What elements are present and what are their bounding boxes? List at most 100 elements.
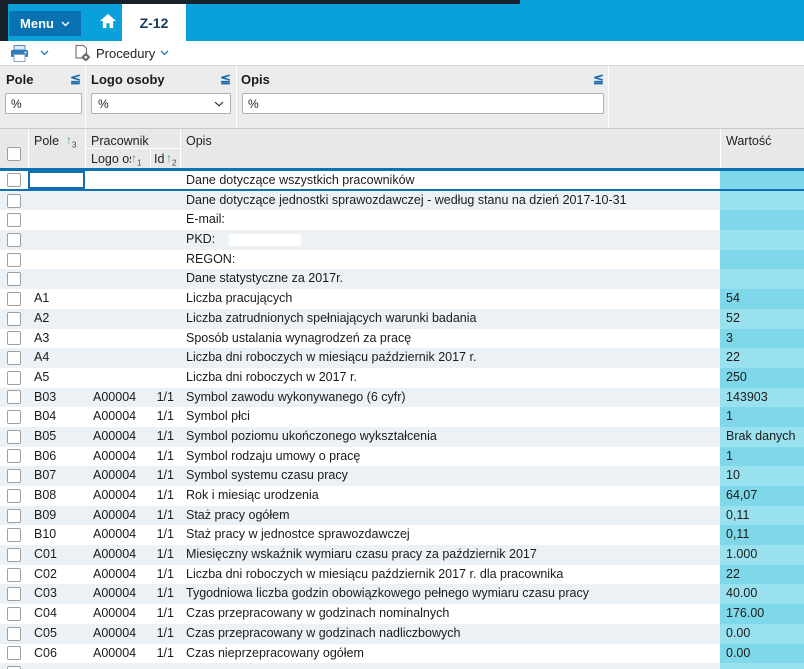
- cell-logo-osoby[interactable]: A00004: [93, 625, 137, 640]
- cell-id[interactable]: 1/1: [156, 606, 174, 621]
- table-row[interactable]: C04 A00004 1/1 Czas przepracowany w godzina…: [0, 604, 804, 624]
- row-checkbox[interactable]: [7, 232, 21, 247]
- cell-pole[interactable]: [28, 171, 85, 189]
- cell-opis[interactable]: Liczba dni roboczych w miesiącu paździer…: [186, 566, 564, 581]
- cell-opis[interactable]: Rok i miesiąc urodzenia: [186, 488, 319, 502]
- row-checkbox[interactable]: [7, 606, 21, 621]
- row-checkbox[interactable]: [7, 410, 21, 425]
- column-header-pole[interactable]: Pole: [34, 134, 60, 148]
- table-row[interactable]: C06 A00004 1/1 Czas nieprzepracowany ogółem…: [0, 643, 804, 664]
- row-checkbox[interactable]: [7, 390, 21, 405]
- cell-pole[interactable]: B07: [34, 468, 57, 483]
- cell-wartosc[interactable]: 22: [720, 348, 804, 368]
- column-header-id[interactable]: Id: [154, 152, 165, 166]
- cell-id[interactable]: 1/1: [156, 566, 174, 581]
- cell-id[interactable]: [150, 210, 180, 230]
- row-checkbox[interactable]: [7, 213, 21, 228]
- cell-id[interactable]: [150, 191, 180, 211]
- cell-logo-osoby[interactable]: A00004: [93, 586, 137, 601]
- leq-operator-icon[interactable]: ≦: [70, 71, 81, 86]
- print-button[interactable]: [6, 42, 53, 64]
- cell-id[interactable]: [150, 250, 180, 270]
- table-row[interactable]: C02 A00004 1/1 Liczba dni roboczych w miesi…: [0, 564, 804, 585]
- cell-wartosc[interactable]: [720, 171, 804, 189]
- cell-pole[interactable]: B04: [34, 409, 57, 424]
- cell-pole[interactable]: A2: [34, 310, 50, 325]
- tab-z12[interactable]: Z-12: [122, 4, 186, 41]
- row-checkbox[interactable]: [7, 272, 21, 287]
- cell-logo-osoby[interactable]: [85, 171, 150, 189]
- menu-button[interactable]: Menu: [9, 11, 81, 36]
- table-row[interactable]: A4 Liczba dni roboczych w miesiącu paździ…: [0, 348, 804, 368]
- pole-filter-input[interactable]: [5, 93, 82, 114]
- table-row[interactable]: B08 A00004 1/1 Rok i miesiąc urodzenia 64,07: [0, 486, 804, 506]
- procedures-button[interactable]: Procedury: [69, 42, 173, 64]
- cell-wartosc[interactable]: [720, 210, 804, 231]
- cell-id[interactable]: [150, 289, 180, 309]
- cell-opis[interactable]: Dane dotyczące jednostki sprawozdawczej …: [186, 192, 627, 207]
- cell-pole[interactable]: [28, 663, 85, 669]
- cell-id[interactable]: 1/1: [156, 625, 174, 640]
- cell-opis[interactable]: Symbol rodzaju umowy o pracę: [186, 448, 361, 463]
- row-checkbox[interactable]: [7, 587, 21, 602]
- cell-opis[interactable]: E-mail:: [186, 212, 225, 227]
- row-checkbox[interactable]: [7, 449, 21, 464]
- cell-id[interactable]: [150, 269, 180, 289]
- cell-logo-osoby[interactable]: [85, 210, 150, 230]
- row-checkbox[interactable]: [7, 567, 21, 582]
- cell-id[interactable]: 1/1: [156, 507, 174, 522]
- cell-wartosc[interactable]: 1: [720, 446, 804, 467]
- row-checkbox[interactable]: [7, 547, 21, 562]
- row-checkbox[interactable]: [7, 626, 21, 641]
- cell-wartosc[interactable]: Brak danych: [720, 426, 804, 447]
- cell-id[interactable]: [150, 368, 180, 388]
- row-checkbox[interactable]: [7, 370, 21, 385]
- opis-filter-input[interactable]: [242, 93, 604, 114]
- cell-pole[interactable]: C02: [34, 566, 57, 581]
- cell-pole[interactable]: A5: [34, 369, 50, 384]
- cell-wartosc[interactable]: 176.00: [720, 604, 804, 624]
- cell-opis[interactable]: Symbol systemu czasu pracy: [186, 468, 348, 483]
- row-checkbox[interactable]: [7, 488, 21, 503]
- cell-id[interactable]: 1/1: [156, 448, 174, 463]
- cell-logo-osoby[interactable]: [85, 230, 150, 250]
- cell-wartosc[interactable]: 52: [720, 308, 804, 329]
- cell-pole[interactable]: [28, 250, 85, 270]
- cell-wartosc[interactable]: [720, 663, 804, 669]
- column-header-opis[interactable]: Opis: [186, 134, 212, 148]
- cell-id[interactable]: 1/1: [156, 389, 174, 404]
- cell-opis[interactable]: Liczba dni roboczych w 2017 r.: [186, 369, 357, 384]
- sort-asc-icon[interactable]: ↑2: [166, 151, 177, 168]
- cell-logo-osoby[interactable]: A00004: [93, 566, 137, 581]
- row-checkbox[interactable]: [7, 311, 21, 326]
- row-checkbox[interactable]: [7, 172, 21, 187]
- cell-opis[interactable]: Czas przepracowany w godzinach nadliczbo…: [186, 625, 461, 640]
- logo-osoby-filter-select[interactable]: %: [91, 93, 231, 114]
- table-row[interactable]: PKD:: [0, 230, 804, 250]
- cell-logo-osoby[interactable]: [85, 289, 150, 309]
- cell-logo-osoby[interactable]: [85, 368, 150, 388]
- cell-id[interactable]: 1/1: [156, 488, 174, 502]
- cell-logo-osoby[interactable]: [85, 309, 150, 329]
- row-checkbox[interactable]: [7, 666, 21, 669]
- cell-opis[interactable]: Liczba pracujących: [186, 291, 293, 306]
- table-row[interactable]: [0, 663, 804, 669]
- row-checkbox[interactable]: [7, 193, 21, 208]
- table-row[interactable]: B04 A00004 1/1 Symbol płci 1: [0, 407, 804, 427]
- table-row[interactable]: A1 Liczba pracujących 54: [0, 289, 804, 309]
- cell-opis[interactable]: PKD:: [180, 230, 720, 250]
- cell-logo-osoby[interactable]: A00004: [93, 409, 137, 424]
- cell-logo-osoby[interactable]: A00004: [93, 428, 137, 443]
- cell-logo-osoby[interactable]: A00004: [93, 547, 137, 562]
- cell-logo-osoby[interactable]: A00004: [93, 468, 137, 483]
- cell-id[interactable]: 1/1: [156, 428, 174, 443]
- cell-wartosc[interactable]: 54: [720, 289, 804, 309]
- table-row[interactable]: A3 Sposób ustalania wynagrodzeń za pracę 3: [0, 328, 804, 349]
- row-checkbox[interactable]: [7, 351, 21, 366]
- cell-pole[interactable]: B05: [34, 428, 57, 443]
- cell-logo-osoby[interactable]: A00004: [93, 448, 137, 463]
- row-checkbox[interactable]: [7, 331, 21, 346]
- row-checkbox[interactable]: [7, 528, 21, 543]
- leq-operator-icon[interactable]: ≦: [593, 71, 604, 86]
- select-all-checkbox[interactable]: [7, 147, 21, 161]
